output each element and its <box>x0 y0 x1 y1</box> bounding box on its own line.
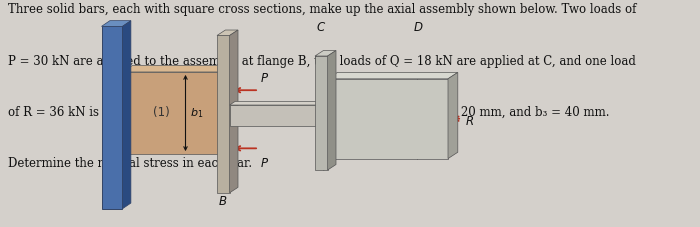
Polygon shape <box>230 102 324 106</box>
Text: B: B <box>218 194 227 207</box>
Text: of R = 36 kN is applied at end D. The bar dimensions are b₁ = 60 mm, b₂ = 20 mm,: of R = 36 kN is applied at end D. The ba… <box>8 106 610 118</box>
Polygon shape <box>315 51 336 57</box>
Polygon shape <box>318 102 324 126</box>
Polygon shape <box>328 79 448 159</box>
Polygon shape <box>448 73 458 159</box>
Text: $b_3$: $b_3$ <box>395 110 409 124</box>
Polygon shape <box>122 73 220 154</box>
Polygon shape <box>102 27 122 209</box>
Text: $b_1$: $b_1$ <box>190 106 204 119</box>
Text: (3): (3) <box>370 113 386 126</box>
Polygon shape <box>217 36 230 193</box>
Text: C: C <box>316 21 325 34</box>
Text: (1): (1) <box>153 106 169 119</box>
Polygon shape <box>328 73 458 79</box>
Polygon shape <box>230 31 238 193</box>
Text: $b_2$: $b_2$ <box>287 108 300 121</box>
Text: P: P <box>261 156 268 169</box>
Text: Q: Q <box>317 158 327 171</box>
Polygon shape <box>217 31 238 36</box>
Text: Q: Q <box>317 75 327 88</box>
Text: (2): (2) <box>263 109 280 122</box>
Text: A: A <box>102 192 111 205</box>
Polygon shape <box>220 66 230 154</box>
Polygon shape <box>315 57 328 170</box>
Text: Three solid bars, each with square cross sections, make up the axial assembly sh: Three solid bars, each with square cross… <box>8 3 637 16</box>
Polygon shape <box>122 22 131 209</box>
Text: P = 30 kN are applied to the assembly at flange B, two loads of Q = 18 kN are ap: P = 30 kN are applied to the assembly at… <box>8 54 636 67</box>
Text: Determine the normal stress in each bar.: Determine the normal stress in each bar. <box>8 157 253 170</box>
Polygon shape <box>102 22 131 27</box>
Polygon shape <box>122 66 230 73</box>
Text: R: R <box>466 115 474 128</box>
Polygon shape <box>230 106 318 126</box>
Text: P: P <box>261 72 268 85</box>
Polygon shape <box>328 51 336 170</box>
Text: D: D <box>414 21 423 34</box>
